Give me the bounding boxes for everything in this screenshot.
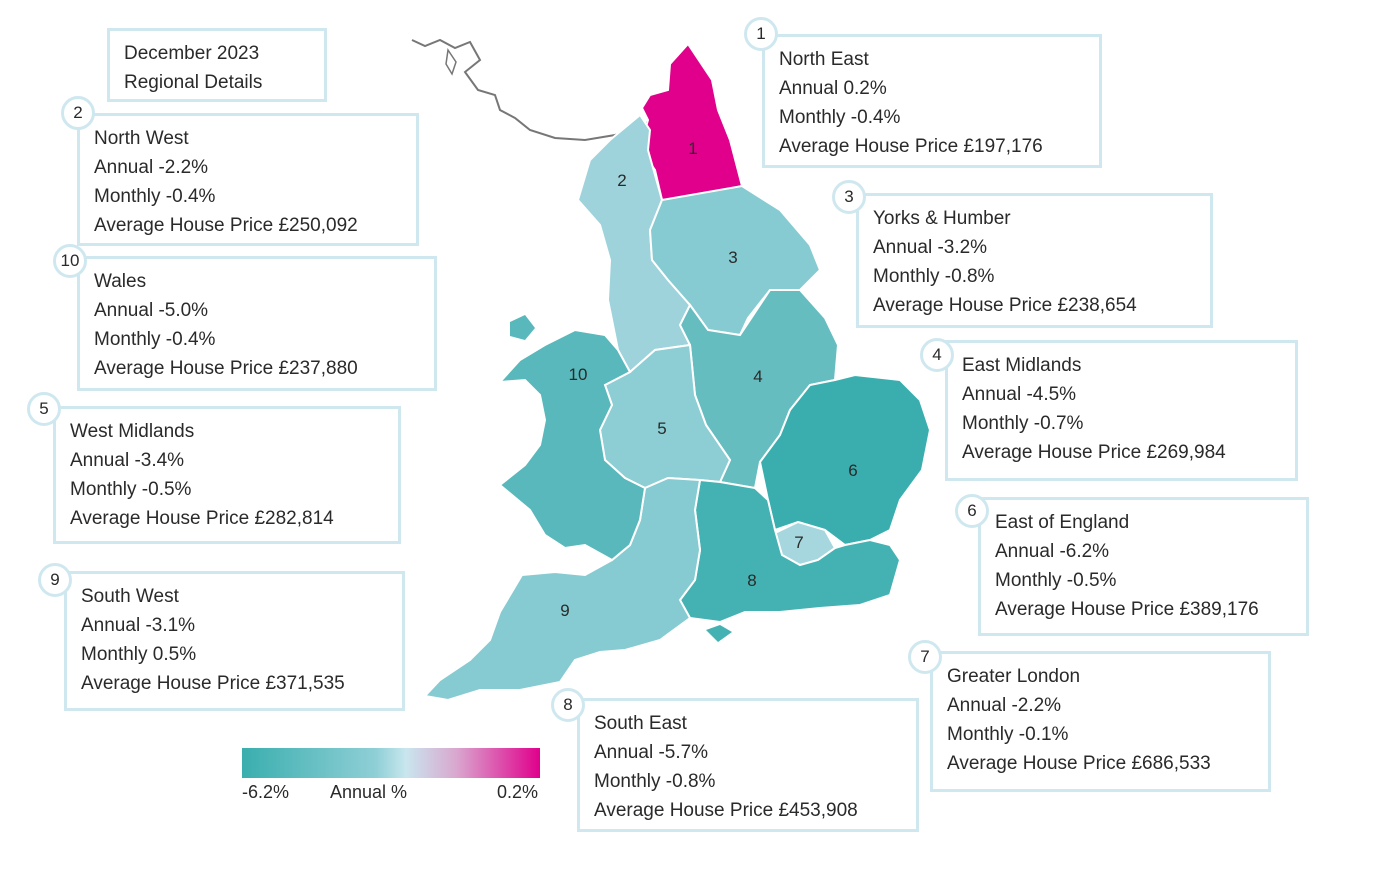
region-monthly: Monthly -0.5% [70,479,192,500]
legend-max-label: 0.2% [497,782,539,802]
region-name: West Midlands [70,421,195,442]
map-title-date: December 2023 [124,43,260,64]
region-annual: Annual -6.2% [995,541,1110,562]
region-monthly: Monthly 0.5% [81,644,197,665]
region-annual: Annual -3.1% [81,615,196,636]
region-price: Average House Price £282,814 [70,508,334,529]
region-annual: Annual -2.2% [94,157,209,178]
region-badge-2: 2 [61,96,95,130]
region-monthly: Monthly -0.4% [94,186,216,207]
map-title-box: December 2023 Regional Details [107,28,327,102]
region-box-south-west: South West Annual -3.1% Monthly 0.5% Ave… [64,571,405,711]
region-box-east-of-england: East of England Annual -6.2% Monthly -0.… [978,497,1309,636]
region-name: Wales [94,271,147,292]
map-region-label-10: 10 [569,365,588,384]
region-price: Average House Price £371,535 [81,673,345,694]
legend-color-scale [242,748,540,778]
region-price: Average House Price £686,533 [947,753,1211,774]
region-name: North West [94,128,189,149]
region-annual: Annual -3.2% [873,237,988,258]
map-region-label-8: 8 [747,571,756,590]
region-name: East Midlands [962,355,1082,376]
region-price: Average House Price £237,880 [94,358,358,379]
region-yorks-humber[interactable] [648,184,822,337]
region-box-yorks-humber: Yorks & Humber Annual -3.2% Monthly -0.8… [856,193,1213,328]
region-box-greater-london: Greater London Annual -2.2% Monthly -0.1… [930,651,1271,792]
anglesey [510,315,535,340]
map-title-subtitle: Regional Details [124,72,263,93]
map-region-label-1: 1 [688,139,697,158]
map-region-label-3: 3 [728,248,737,267]
region-annual: Annual -5.0% [94,300,209,321]
region-badge-5: 5 [27,392,61,426]
region-badge-9: 9 [38,563,72,597]
map-region-label-6: 6 [848,461,857,480]
region-name: Yorks & Humber [873,208,1011,229]
region-monthly: Monthly -0.4% [779,107,901,128]
map-region-label-4: 4 [753,367,762,386]
region-monthly: Monthly -0.7% [962,413,1084,434]
region-annual: Annual 0.2% [779,78,887,99]
region-badge-8: 8 [551,688,585,722]
region-badge-3: 3 [832,180,866,214]
region-box-south-east: South East Annual -5.7% Monthly -0.8% Av… [577,698,919,832]
region-box-east-midlands: East Midlands Annual -4.5% Monthly -0.7%… [945,340,1298,481]
region-south-west[interactable] [423,476,702,702]
region-price: Average House Price £389,176 [995,599,1259,620]
region-name: Greater London [947,666,1081,687]
region-name: East of England [995,512,1130,533]
region-monthly: Monthly -0.1% [947,724,1069,745]
region-name: South East [594,713,687,734]
region-price: Average House Price £238,654 [873,295,1137,316]
region-annual: Annual -5.7% [594,742,709,763]
region-badge-4: 4 [920,338,954,372]
region-price: Average House Price £269,984 [962,442,1226,463]
region-price: Average House Price £453,908 [594,800,858,821]
region-badge-1: 1 [744,17,778,51]
region-monthly: Monthly -0.4% [94,329,216,350]
region-badge-6: 6 [955,494,989,528]
legend-min-label: -6.2% [242,782,290,802]
map-region-label-7: 7 [794,533,803,552]
region-annual: Annual -3.4% [70,450,185,471]
region-wales[interactable] [497,328,647,562]
region-price: Average House Price £250,092 [94,215,358,236]
region-monthly: Monthly -0.5% [995,570,1117,591]
region-box-north-east: North East Annual 0.2% Monthly -0.4% Ave… [762,34,1102,168]
scotland-island [445,47,457,76]
map-region-label-5: 5 [657,419,666,438]
isle-of-wight [706,625,732,642]
region-name: North East [779,49,869,70]
region-annual: Annual -4.5% [962,384,1077,405]
region-annual: Annual -2.2% [947,695,1062,716]
region-badge-10: 10 [53,244,87,278]
region-price: Average House Price £197,176 [779,136,1043,157]
region-box-wales: Wales Annual -5.0% Monthly -0.4% Average… [77,256,437,391]
region-box-north-west: North West Annual -2.2% Monthly -0.4% Av… [77,113,419,246]
region-monthly: Monthly -0.8% [873,266,995,287]
region-monthly: Monthly -0.8% [594,771,716,792]
map-region-label-9: 9 [560,601,569,620]
legend-title: Annual % [330,782,408,802]
map-region-label-2: 2 [617,171,626,190]
region-name: South West [81,586,179,607]
region-badge-7: 7 [908,640,942,674]
region-box-west-midlands: West Midlands Annual -3.4% Monthly -0.5%… [53,406,401,544]
